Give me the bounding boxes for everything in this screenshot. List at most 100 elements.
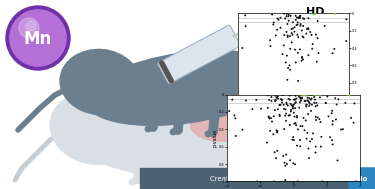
Ellipse shape: [247, 84, 317, 136]
Point: [292, 163, 298, 166]
Point: [311, 95, 317, 98]
Point: [233, 134, 239, 137]
Point: [284, 12, 290, 15]
Point: [270, 23, 276, 26]
Point: [281, 12, 287, 15]
Point: [269, 120, 275, 123]
Point: [271, 180, 277, 183]
Point: [284, 22, 290, 26]
Point: [292, 122, 298, 125]
Point: [275, 97, 281, 100]
Point: [309, 138, 315, 141]
Point: [283, 153, 289, 156]
Point: [331, 47, 337, 50]
Circle shape: [26, 21, 36, 31]
Point: [285, 34, 291, 37]
Text: BioRender.com: BioRender.com: [248, 176, 307, 182]
Point: [279, 101, 285, 104]
Point: [272, 109, 278, 112]
Text: HD: HD: [306, 7, 324, 17]
Point: [292, 94, 298, 97]
Point: [272, 98, 278, 101]
Point: [292, 101, 298, 105]
Point: [283, 112, 289, 115]
Point: [287, 47, 293, 50]
Point: [280, 154, 286, 157]
Point: [282, 164, 288, 167]
Point: [322, 24, 328, 27]
Ellipse shape: [60, 97, 290, 179]
Point: [287, 35, 293, 38]
Point: [306, 147, 312, 150]
Point: [265, 94, 271, 97]
Point: [253, 98, 259, 101]
Point: [287, 114, 293, 117]
Point: [278, 103, 284, 106]
Point: [292, 93, 298, 96]
Point: [258, 107, 264, 110]
Point: [332, 97, 338, 100]
Point: [343, 40, 349, 43]
Point: [313, 105, 319, 108]
Point: [338, 128, 344, 131]
Point: [284, 15, 290, 18]
Point: [324, 95, 330, 98]
Point: [278, 98, 284, 101]
Point: [283, 119, 289, 122]
Point: [278, 16, 284, 19]
Point: [266, 116, 272, 119]
Point: [302, 100, 307, 103]
Point: [275, 108, 281, 111]
Point: [279, 98, 285, 101]
Point: [287, 159, 293, 162]
Point: [313, 119, 319, 122]
Point: [297, 15, 303, 18]
Point: [270, 133, 276, 136]
Point: [292, 26, 298, 29]
Point: [274, 28, 280, 31]
Point: [283, 61, 289, 64]
Point: [290, 33, 296, 36]
Point: [285, 36, 291, 39]
Point: [306, 97, 312, 100]
Point: [304, 131, 310, 134]
Point: [335, 98, 341, 101]
Point: [294, 115, 300, 118]
Point: [264, 141, 270, 144]
Point: [298, 59, 304, 62]
Point: [299, 56, 305, 59]
Point: [294, 16, 300, 19]
Point: [345, 93, 351, 96]
Point: [272, 151, 278, 154]
Point: [267, 45, 273, 48]
Point: [313, 33, 319, 36]
Point: [242, 14, 248, 17]
Point: [282, 108, 288, 111]
Point: [268, 117, 274, 120]
Point: [291, 30, 297, 33]
Point: [329, 139, 335, 142]
Point: [291, 103, 297, 106]
Ellipse shape: [258, 48, 322, 96]
Point: [276, 113, 282, 116]
Point: [323, 102, 329, 105]
Point: [290, 27, 296, 30]
Point: [315, 93, 321, 96]
Point: [274, 17, 280, 20]
Point: [290, 104, 296, 107]
Point: [297, 14, 303, 17]
Point: [295, 79, 301, 82]
Point: [298, 22, 304, 26]
Point: [288, 110, 294, 113]
Point: [312, 151, 318, 154]
Point: [307, 102, 313, 105]
Point: [281, 107, 287, 110]
Point: [315, 116, 321, 119]
Point: [293, 101, 299, 104]
X-axis label: log2(fold change): log2(fold change): [275, 108, 312, 112]
Point: [285, 104, 291, 107]
Point: [303, 94, 309, 97]
Point: [318, 135, 324, 138]
Point: [353, 180, 359, 183]
Point: [284, 78, 290, 81]
